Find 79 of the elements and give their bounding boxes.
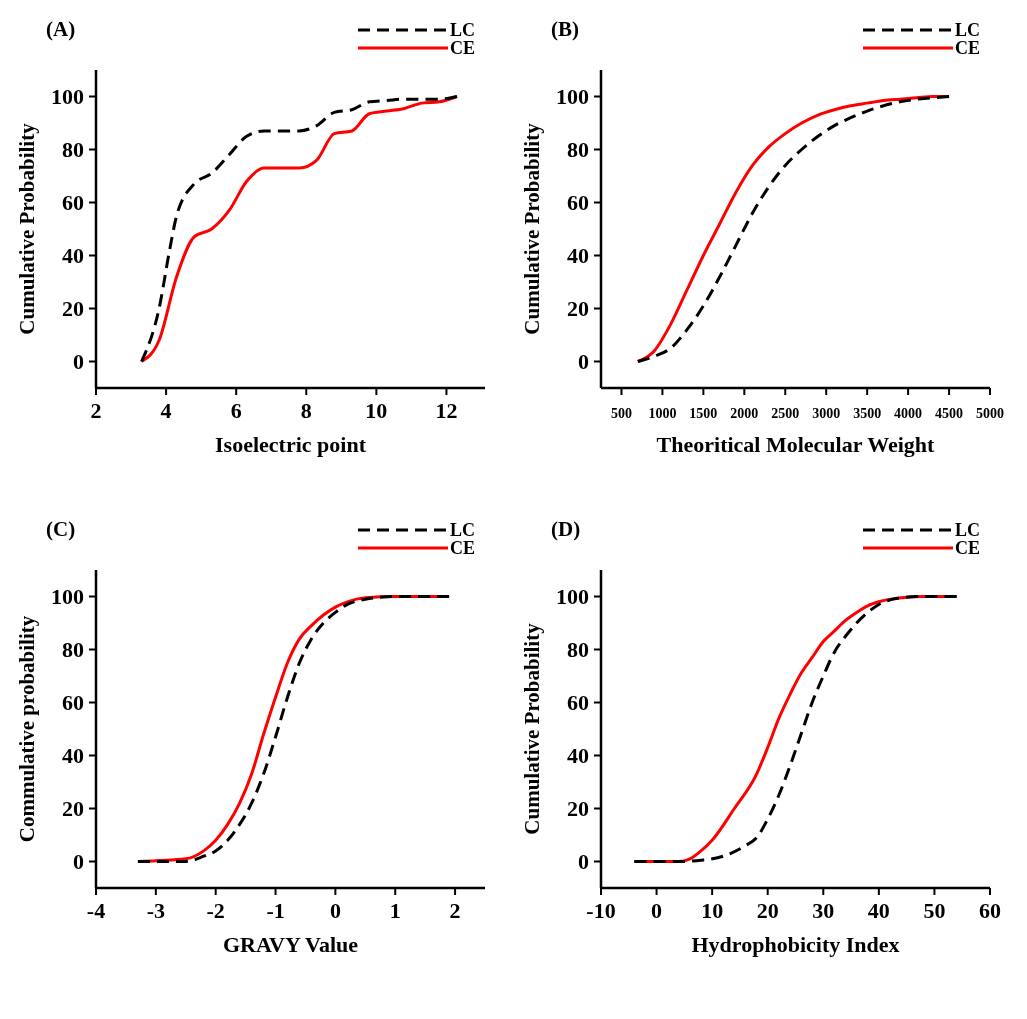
x-tick-label: 2 xyxy=(90,398,102,423)
y-tick-label: 0 xyxy=(578,849,589,875)
y-tick-label: 80 xyxy=(567,637,589,663)
x-tick-label: 10 xyxy=(365,398,388,423)
x-tick-label: 50 xyxy=(923,898,946,923)
legend-label: CE xyxy=(450,538,476,558)
x-axis-title: Hydrophobicity Index xyxy=(691,932,900,957)
legend-label: LC xyxy=(450,520,476,540)
line-series xyxy=(140,95,459,363)
y-tick-label: 80 xyxy=(567,137,589,163)
x-tick-label: 8 xyxy=(300,398,312,423)
y-tick-label: 20 xyxy=(62,796,84,822)
chart-title: (D) xyxy=(551,517,581,541)
chart-title: (B) xyxy=(551,17,579,41)
x-tick-label: 30 xyxy=(812,898,835,923)
x-tick-label: 40 xyxy=(867,898,890,923)
x-tick-label: 4000 xyxy=(894,406,923,421)
x-tick-label: -10 xyxy=(586,898,616,923)
y-tick-label: 40 xyxy=(62,243,84,269)
y-tick-label: 80 xyxy=(62,637,84,663)
y-tick-label: 0 xyxy=(73,849,84,875)
x-tick-label: 4 xyxy=(160,398,172,423)
y-tick-label: 0 xyxy=(578,349,589,375)
x-axis-title: GRAVY Value xyxy=(222,932,359,957)
x-tick-label: -4 xyxy=(86,898,106,923)
x-tick-label: 1500 xyxy=(689,406,718,421)
legend-label: LC xyxy=(955,20,981,40)
line-series xyxy=(632,595,959,863)
x-tick-label: 1 xyxy=(389,898,401,923)
x-tick-label: 2000 xyxy=(730,406,759,421)
y-tick-label: 100 xyxy=(51,84,84,110)
x-tick-label: 0 xyxy=(651,898,663,923)
y-axis-title: Cumulative Probability xyxy=(520,122,544,335)
x-tick-label: -2 xyxy=(206,898,225,923)
y-axis-title: Cumulative Probability xyxy=(520,622,544,835)
y-tick-label: 0 xyxy=(73,349,84,375)
y-tick-label: 60 xyxy=(62,190,84,216)
y-tick-label: 60 xyxy=(567,690,589,716)
x-tick-label: -1 xyxy=(266,898,285,923)
legend-label: CE xyxy=(450,38,476,58)
x-tick-label: 20 xyxy=(756,898,779,923)
x-tick-label: 500 xyxy=(610,406,632,421)
line-series xyxy=(136,595,451,863)
y-tick-label: 100 xyxy=(51,584,84,610)
x-tick-label: 6 xyxy=(230,398,242,423)
legend-label: LC xyxy=(955,520,981,540)
x-tick-label: 3000 xyxy=(812,406,841,421)
y-tick-label: 20 xyxy=(62,296,84,322)
x-axis-title: Isoelectric point xyxy=(215,432,367,457)
y-tick-label: 40 xyxy=(567,743,589,769)
y-tick-label: 100 xyxy=(556,584,589,610)
y-axis-title: Cumulative Probability xyxy=(15,122,39,335)
legend-label: CE xyxy=(955,38,981,58)
y-tick-label: 40 xyxy=(62,743,84,769)
line-series xyxy=(636,95,951,363)
y-tick-label: 20 xyxy=(567,796,589,822)
x-tick-label: 2500 xyxy=(771,406,800,421)
y-tick-label: 20 xyxy=(567,296,589,322)
y-axis-title: Commulative probability xyxy=(15,615,39,843)
y-tick-label: 80 xyxy=(62,137,84,163)
y-tick-label: 40 xyxy=(567,243,589,269)
x-tick-label: 0 xyxy=(329,898,341,923)
y-tick-label: 60 xyxy=(62,690,84,716)
x-tick-label: 4500 xyxy=(935,406,964,421)
y-tick-label: 100 xyxy=(556,84,589,110)
x-tick-label: -3 xyxy=(146,898,166,923)
x-tick-label: 10 xyxy=(701,898,724,923)
x-tick-label: 1000 xyxy=(648,406,677,421)
x-tick-label: 12 xyxy=(435,398,458,423)
chart-title: (C) xyxy=(46,517,76,541)
x-axis-title: Theoritical Molecular Weight xyxy=(656,432,936,457)
chart-title: (A) xyxy=(46,17,76,41)
x-tick-label: 5000 xyxy=(976,406,1004,421)
y-tick-label: 60 xyxy=(567,190,589,216)
x-tick-label: 2 xyxy=(449,898,461,923)
legend-label: LC xyxy=(450,20,476,40)
legend-label: CE xyxy=(955,538,981,558)
x-tick-label: 3500 xyxy=(853,406,882,421)
x-tick-label: 60 xyxy=(979,898,1001,923)
